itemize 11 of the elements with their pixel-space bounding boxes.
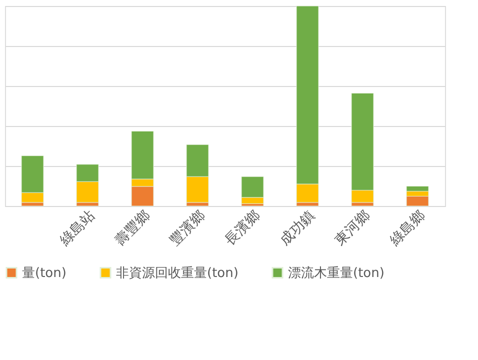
x-tick-label: 壽豐鄉 — [112, 208, 154, 249]
legend-label: 非資源回收重量(ton) — [116, 266, 238, 281]
x-tick-label: 成功鎮 — [277, 208, 318, 249]
x-tick-label: 東河鄉 — [332, 208, 374, 249]
legend-label: 量(ton) — [22, 266, 66, 281]
legend-label: 漂流木重量(ton) — [288, 264, 384, 281]
x-tick-label: 長濱鄉 — [222, 208, 264, 249]
x-tick-label: 綠島鄉 — [386, 208, 428, 250]
bar — [406, 196, 429, 206]
x-tick-label: 綠島站 — [56, 208, 98, 250]
x-tick-label: 豐濱鄉 — [167, 208, 208, 249]
